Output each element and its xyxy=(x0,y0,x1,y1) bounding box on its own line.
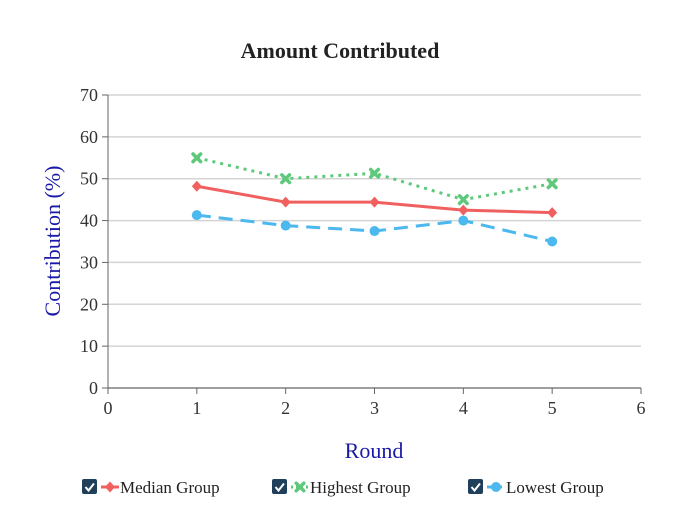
data-point xyxy=(547,207,558,219)
y-tick-label: 10 xyxy=(80,336,98,356)
data-point xyxy=(458,204,469,216)
data-point xyxy=(369,226,380,237)
data-point xyxy=(458,215,469,226)
series-median-group xyxy=(191,180,558,219)
series-lowest-group xyxy=(191,210,558,247)
data-point xyxy=(280,173,292,185)
x-tick-label: 2 xyxy=(281,398,290,418)
x-tick-label: 6 xyxy=(637,398,646,418)
data-point xyxy=(280,196,291,208)
y-tick-label: 50 xyxy=(80,169,98,189)
legend-item-median-group[interactable]: Median Group xyxy=(82,478,220,497)
legend-checkbox[interactable] xyxy=(272,479,287,494)
data-point xyxy=(546,178,558,190)
legend-marker xyxy=(105,481,115,493)
legend-checkbox[interactable] xyxy=(468,479,483,494)
data-point xyxy=(368,167,381,179)
data-point xyxy=(457,194,469,206)
legend-checkbox[interactable] xyxy=(82,479,97,494)
y-tick-label: 70 xyxy=(80,85,98,105)
data-point xyxy=(191,180,202,192)
series-highest-group xyxy=(191,152,558,206)
legend-marker xyxy=(294,481,306,493)
axes: 0 10 20 30 40 50 60 70 0 1 2 3 4 5 6 xyxy=(80,85,646,418)
y-tick-label: 30 xyxy=(80,252,98,272)
x-axis-title: Round xyxy=(345,438,404,463)
data-point xyxy=(191,152,203,164)
x-tick-label: 0 xyxy=(104,398,113,418)
check-icon xyxy=(470,482,481,493)
check-icon xyxy=(274,482,285,493)
legend-item-lowest-group[interactable]: Lowest Group xyxy=(468,478,604,497)
y-axis-title: Contribution (%) xyxy=(40,166,65,317)
y-tick-label: 0 xyxy=(89,378,98,398)
data-point xyxy=(191,210,202,221)
grid-lines xyxy=(108,94,641,347)
chart-title: Amount Contributed xyxy=(241,38,440,63)
y-tick-label: 20 xyxy=(80,294,98,314)
x-tick-label: 4 xyxy=(459,398,468,418)
x-tick-label: 1 xyxy=(192,398,201,418)
y-tick-label: 40 xyxy=(80,211,98,231)
series-layer xyxy=(191,152,558,247)
legend-item-highest-group[interactable]: Highest Group xyxy=(272,478,411,497)
check-icon xyxy=(84,482,95,493)
data-point xyxy=(280,220,291,231)
legend-label: Lowest Group xyxy=(506,478,604,497)
x-tick-label: 5 xyxy=(548,398,557,418)
legend-label: Median Group xyxy=(120,478,220,497)
data-point xyxy=(547,236,558,247)
legend-marker xyxy=(491,482,501,492)
x-tick-label: 3 xyxy=(370,398,379,418)
legend: Median Group Highest Group Lowest Group xyxy=(82,478,604,497)
y-tick-label: 60 xyxy=(80,127,98,147)
data-point xyxy=(369,196,380,208)
legend-label: Highest Group xyxy=(310,478,411,497)
